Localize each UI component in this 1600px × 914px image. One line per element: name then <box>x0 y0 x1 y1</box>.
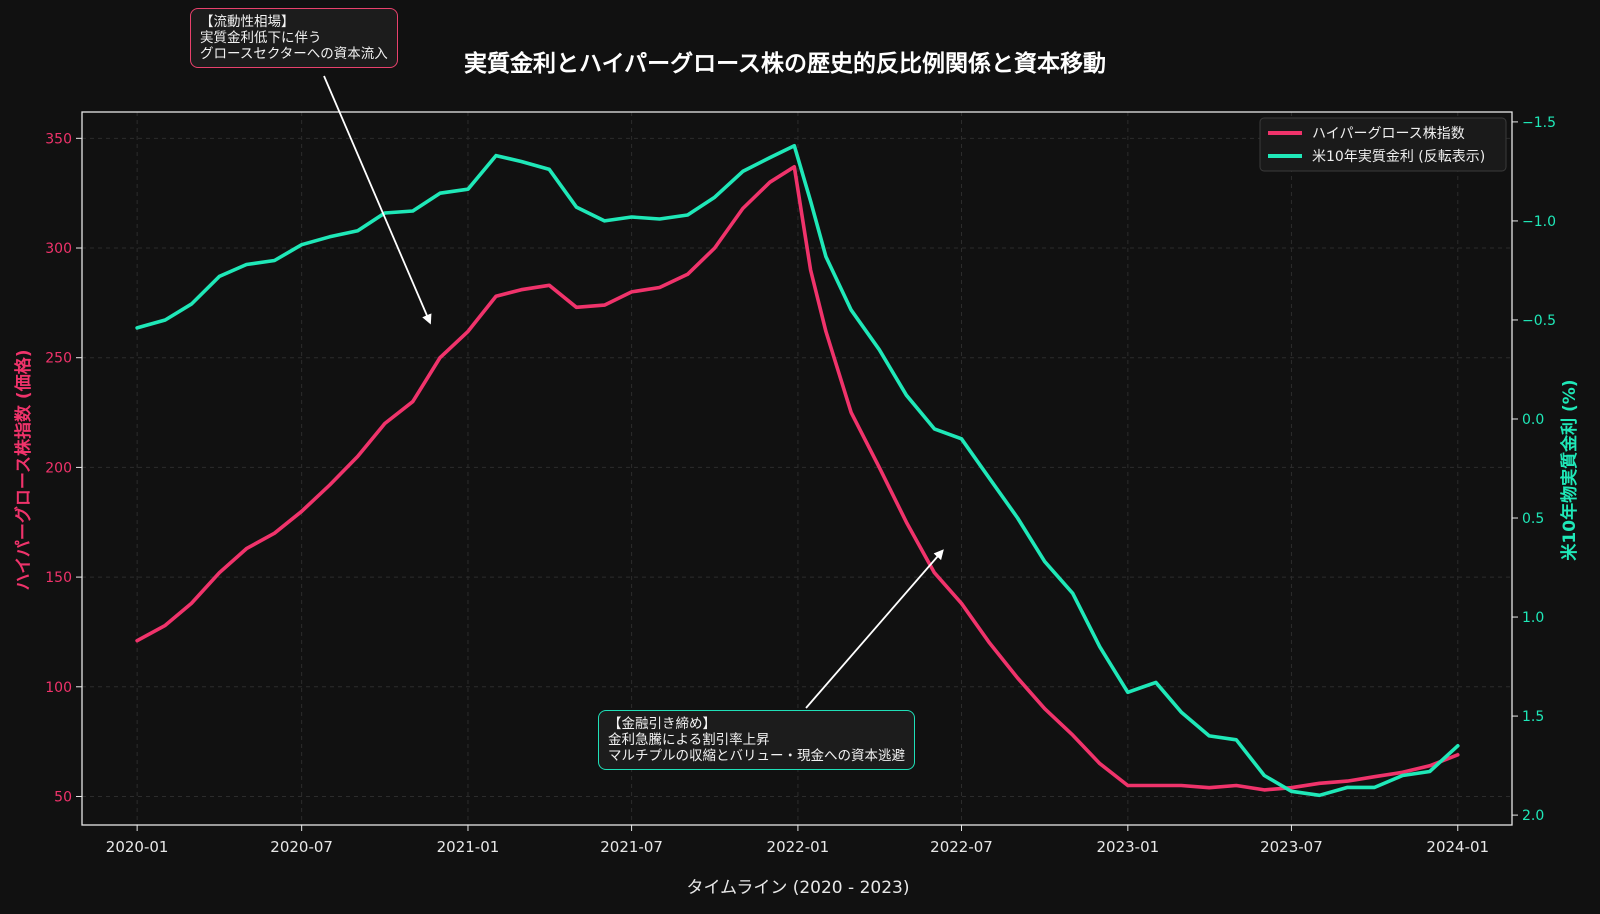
y-right-tick-label: 1.5 <box>1522 709 1544 725</box>
x-tick-label: 2023-01 <box>1096 838 1159 856</box>
annotation-arrow-top <box>323 75 432 325</box>
legend-label-stock: ハイパーグロース株指数 <box>1312 126 1465 142</box>
x-tick-label: 2024-01 <box>1426 838 1489 856</box>
annotation-arrow-bottom <box>805 549 944 709</box>
chart-title: 実質金利とハイパーグロース株の歴史的反比例関係と資本移動 <box>464 50 1106 77</box>
x-tick-label: 2021-07 <box>600 838 663 856</box>
y-axis-left-label: ハイパーグロース株指数 (価格) <box>13 350 34 591</box>
y-right-tick-label: 0.0 <box>1522 412 1544 428</box>
plot-frame <box>81 111 1513 826</box>
y-left-tick-label: 300 <box>45 241 72 257</box>
x-tick-label: 2020-01 <box>106 838 169 856</box>
y-axis-right-label: 米10年物実質金利 (%) <box>1559 379 1580 560</box>
y-left-tick-label: 350 <box>45 131 72 147</box>
y-left-tick-label: 200 <box>45 460 72 476</box>
y-left-tick-label: 50 <box>54 789 72 805</box>
annotation-line: 金利急騰による割引率上昇 <box>608 732 770 748</box>
ticks-layer: 2020-01 2020-07 2021-01 2021-07 2022-01 2022-… <box>45 115 1556 856</box>
y-left-tick-label: 150 <box>45 570 72 586</box>
annotation-line: 【金融引き締め】 <box>608 716 716 732</box>
x-tick-label: 2021-01 <box>437 838 500 856</box>
y-right-tick-label: −1.0 <box>1522 214 1556 230</box>
y-left-tick-label: 100 <box>45 680 72 696</box>
annotation-liquidity-rally: 【流動性相場】 実質金利低下に伴う グロースセクターへの資本流入 <box>190 8 398 68</box>
annotation-line: マルチプルの収縮とバリュー・現金への資本逃避 <box>608 748 905 764</box>
annotation-line: グロースセクターへの資本流入 <box>200 46 388 62</box>
y-right-tick-label: 1.0 <box>1522 610 1544 626</box>
x-tick-label: 2022-07 <box>930 838 993 856</box>
x-tick-label: 2022-01 <box>767 838 830 856</box>
annotation-monetary-tightening: 【金融引き締め】 金利急騰による割引率上昇 マルチプルの収縮とバリュー・現金への… <box>598 710 915 770</box>
y-right-tick-label: −0.5 <box>1522 313 1556 329</box>
y-right-tick-label: −1.5 <box>1522 115 1556 131</box>
x-axis-label: タイムライン (2020 - 2023) <box>687 878 910 898</box>
x-tick-label: 2023-07 <box>1260 838 1323 856</box>
legend-label-rate: 米10年実質金利 (反転表示) <box>1312 149 1485 165</box>
grid-layer <box>82 112 1512 825</box>
x-tick-label: 2020-07 <box>270 838 333 856</box>
arrow-layer <box>323 75 944 709</box>
y-left-tick-label: 250 <box>45 351 72 367</box>
series-layer <box>135 143 1460 798</box>
series-line-real-rate <box>135 143 1460 798</box>
legend: ハイパーグロース株指数 米10年実質金利 (反転表示) <box>1259 117 1507 172</box>
annotation-line: 実質金利低下に伴う <box>200 30 322 46</box>
series-line-stock-index <box>135 165 1460 792</box>
legend-box <box>1259 117 1507 172</box>
annotation-line: 【流動性相場】 <box>200 14 295 30</box>
y-right-tick-label: 2.0 <box>1522 808 1544 824</box>
y-right-tick-label: 0.5 <box>1522 511 1544 527</box>
